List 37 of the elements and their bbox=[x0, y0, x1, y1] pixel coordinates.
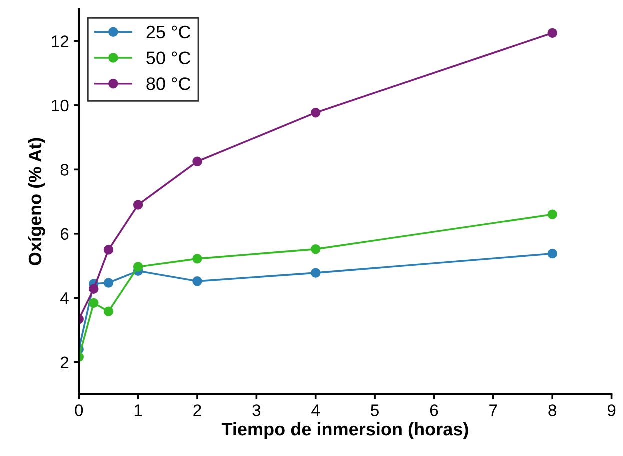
point bbox=[133, 200, 144, 210]
point bbox=[548, 248, 558, 259]
y-tick-label: 12 bbox=[52, 36, 69, 48]
point bbox=[192, 276, 202, 286]
y-tick-label: 4 bbox=[60, 292, 69, 304]
x-tick-label: 5 bbox=[371, 404, 379, 416]
x-tick-label: 0 bbox=[75, 404, 84, 416]
x-tick-label: 4 bbox=[312, 404, 320, 416]
y-axis-title: Oxígeno (% At) bbox=[28, 138, 46, 266]
point bbox=[311, 244, 321, 254]
point bbox=[192, 156, 202, 167]
point bbox=[104, 306, 114, 316]
x-tick-label: 9 bbox=[608, 404, 616, 416]
point bbox=[104, 245, 114, 255]
legend-label: 25 °C bbox=[146, 26, 191, 39]
x-tick-label: 8 bbox=[548, 404, 557, 416]
legend-label: 50 °C bbox=[146, 52, 191, 64]
point bbox=[311, 108, 321, 118]
point bbox=[548, 28, 558, 38]
x-axis-title: Tiempo de inmersion (horas) bbox=[222, 422, 468, 440]
point bbox=[548, 210, 558, 220]
y-tick-label: 2 bbox=[60, 356, 69, 368]
point bbox=[192, 254, 202, 264]
x-tick-label: 1 bbox=[134, 404, 142, 416]
point bbox=[311, 268, 321, 278]
x-tick-label: 6 bbox=[430, 404, 438, 416]
point bbox=[89, 298, 99, 308]
x-tick-label: 2 bbox=[194, 404, 202, 416]
legend-label: 80 °C bbox=[146, 78, 191, 90]
y-tick-label: 8 bbox=[60, 164, 69, 176]
y-tick-label: 6 bbox=[60, 228, 69, 240]
x-tick-label: 3 bbox=[252, 404, 261, 416]
point bbox=[89, 284, 99, 294]
y-tick-label: 10 bbox=[52, 100, 69, 112]
point bbox=[104, 278, 114, 288]
x-tick-label: 7 bbox=[490, 404, 498, 416]
point bbox=[133, 262, 144, 272]
